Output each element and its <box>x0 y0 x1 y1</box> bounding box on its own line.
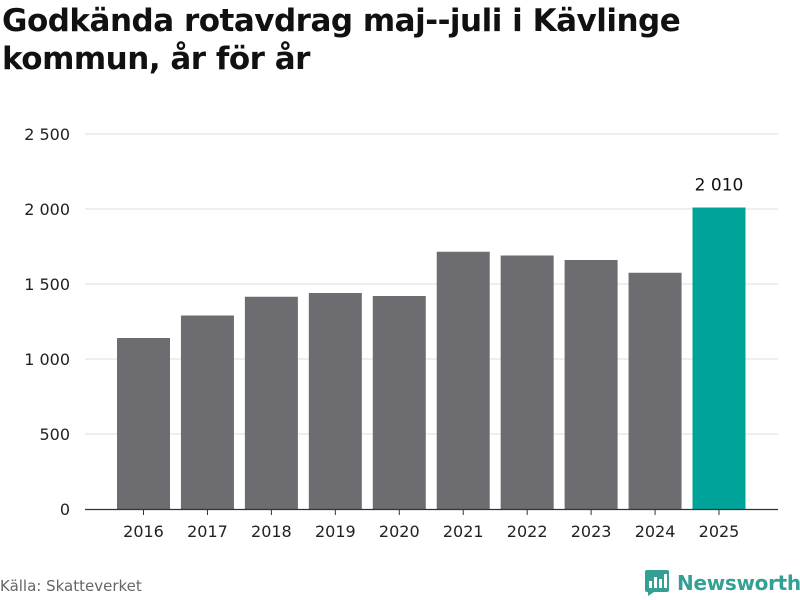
newsworthy-brand: Newsworthy <box>644 569 800 597</box>
x-tick-label: 2024 <box>635 522 676 541</box>
data-label-2025: 2 010 <box>695 176 744 196</box>
bar-2022 <box>500 255 554 509</box>
y-tick-label: 2 500 <box>24 125 70 144</box>
bar-2023 <box>564 260 618 509</box>
bar-2024 <box>628 272 682 509</box>
data-labels: 2 010 <box>695 176 744 196</box>
bar-2025 <box>692 207 746 509</box>
x-tick-label: 2016 <box>123 522 164 541</box>
bar-2021 <box>436 251 490 509</box>
y-tick-label: 500 <box>39 425 70 444</box>
bar-2020 <box>372 296 426 509</box>
y-tick-label: 1 500 <box>24 275 70 294</box>
y-tick-label: 0 <box>60 500 70 519</box>
y-tick-label: 1 000 <box>24 350 70 369</box>
x-tick-label: 2025 <box>699 522 740 541</box>
chart-title: Godkända rotavdrag maj--juli i Kävlinge … <box>2 3 681 77</box>
bar-2019 <box>308 293 362 509</box>
x-tick-label: 2022 <box>507 522 548 541</box>
bar-2017 <box>180 315 234 509</box>
bar-2016 <box>117 338 170 509</box>
x-tick-label: 2018 <box>251 522 292 541</box>
newsworthy-logo-icon <box>645 570 669 596</box>
y-tick-label: 2 000 <box>24 200 70 219</box>
bars <box>117 207 746 509</box>
x-tick-label: 2021 <box>443 522 484 541</box>
x-tick-label: 2020 <box>379 522 420 541</box>
x-tick-label: 2019 <box>315 522 356 541</box>
x-tick-label: 2017 <box>187 522 228 541</box>
x-axis-ticks: 2016 2017 2018 2019 2020 2021 2022 2023 2024 2025 <box>123 509 739 541</box>
x-tick-label: 2023 <box>571 522 612 541</box>
bar-2018 <box>244 296 298 509</box>
y-axis-ticks: 0 500 1 000 1 500 2 000 2 500 <box>24 125 70 519</box>
source-note: Källa: Skatteverket <box>0 577 142 595</box>
brand-name: Newsworthy <box>677 571 800 595</box>
